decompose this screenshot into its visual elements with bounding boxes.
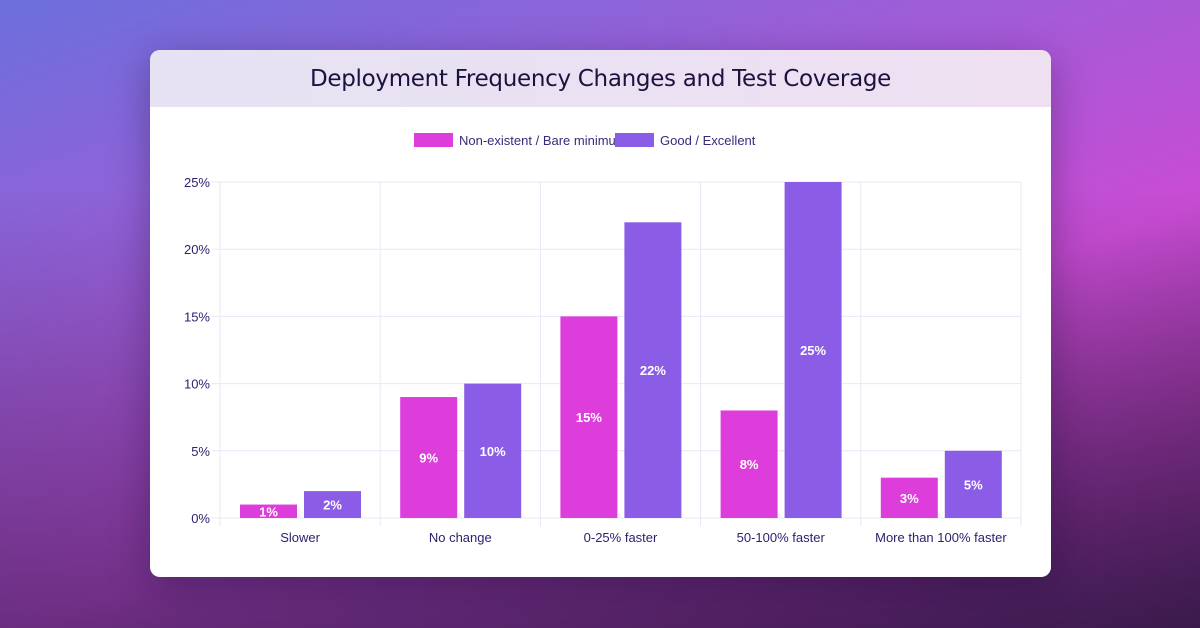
y-tick-label: 10% [184, 377, 210, 392]
data-label: 5% [964, 477, 983, 492]
x-tick-label: Slower [280, 530, 320, 545]
data-label: 2% [323, 498, 342, 513]
bar [560, 316, 618, 518]
x-tick-label: 50-100% faster [737, 530, 826, 545]
data-label: 1% [259, 504, 278, 519]
y-tick-label: 0% [191, 511, 210, 526]
data-label: 10% [480, 444, 506, 459]
data-label: 22% [640, 363, 666, 378]
legend-swatch [615, 133, 654, 147]
data-label: 25% [800, 343, 826, 358]
data-label: 3% [900, 491, 919, 506]
y-tick-label: 20% [184, 242, 210, 257]
chart-title: Deployment Frequency Changes and Test Co… [309, 65, 892, 92]
bar [624, 222, 682, 518]
bar [944, 450, 1002, 518]
y-tick-label: 5% [191, 444, 210, 459]
bar [240, 504, 297, 518]
x-tick-label: More than 100% faster [875, 530, 1007, 545]
chart-card: Deployment Frequency Changes and Test Co… [150, 50, 1051, 577]
bar [720, 410, 778, 518]
bar [784, 182, 842, 518]
bar [400, 397, 458, 518]
bar [464, 383, 522, 518]
x-tick-label: No change [429, 530, 492, 545]
y-tick-label: 15% [184, 309, 210, 324]
legend-swatch [414, 133, 453, 147]
data-label: 9% [419, 451, 438, 466]
legend-label: Good / Excellent [660, 133, 756, 148]
data-label: 15% [576, 410, 602, 425]
bar [304, 491, 361, 518]
x-tick-label: 0-25% faster [584, 530, 658, 545]
chart-header: Deployment Frequency Changes and Test Co… [150, 50, 1051, 107]
legend-label: Non-existent / Bare minimum [459, 133, 627, 148]
y-tick-label: 25% [184, 175, 210, 190]
bar [880, 477, 938, 518]
bar-chart: 0% 5% 10% 15% 20% 25% Non-existent / Bare mini… [184, 133, 1022, 545]
data-label: 8% [740, 457, 759, 472]
